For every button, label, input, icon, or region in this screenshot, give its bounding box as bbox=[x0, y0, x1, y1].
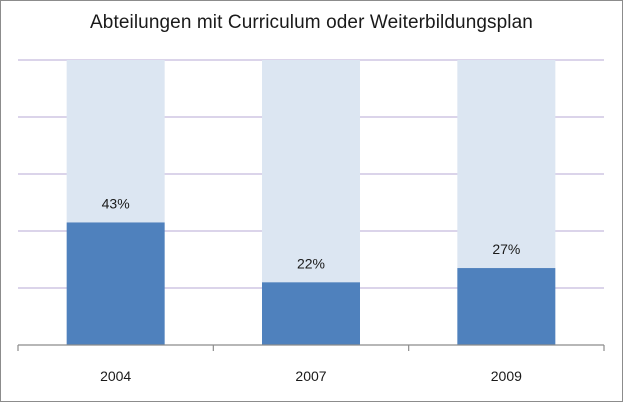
data-label: 27% bbox=[492, 241, 520, 257]
bar-remainder bbox=[457, 60, 556, 269]
bar bbox=[66, 222, 165, 345]
bar-remainder bbox=[262, 60, 360, 283]
data-label: 22% bbox=[297, 255, 325, 271]
data-label: 43% bbox=[102, 195, 130, 211]
bar bbox=[457, 268, 556, 345]
x-axis bbox=[17, 344, 605, 351]
x-tick-label: 2004 bbox=[100, 368, 131, 384]
bar bbox=[262, 282, 360, 345]
labels: 43% 2004 22% 2007 27% 2009 bbox=[100, 195, 522, 384]
x-tick-label: 2009 bbox=[491, 368, 522, 384]
bar-remainder bbox=[66, 60, 165, 223]
chart-title: Abteilungen mit Curriculum oder Weiterbi… bbox=[90, 12, 533, 33]
bars bbox=[66, 60, 556, 345]
x-tick-label: 2007 bbox=[295, 368, 326, 384]
